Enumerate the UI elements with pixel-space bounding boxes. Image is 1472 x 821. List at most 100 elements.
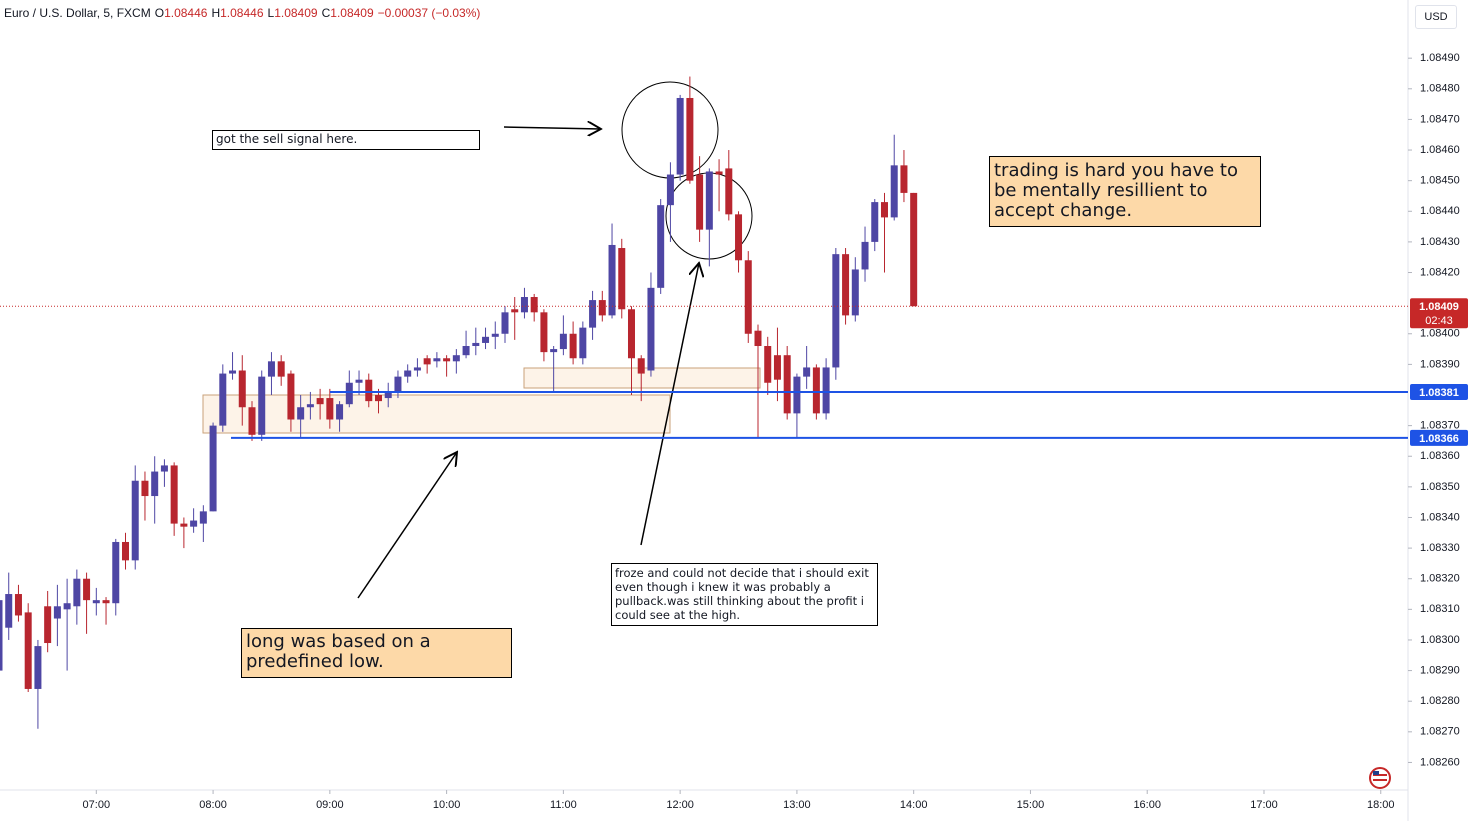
candle-body [851,269,859,316]
candle-body [803,367,811,377]
x-tick-label: 11:00 [550,799,577,811]
candle-body [121,541,129,561]
zone-box [202,394,671,434]
candle-body [24,612,32,689]
ohlc-value: 1.08446 [164,6,208,20]
candle-body [842,254,850,316]
ohlc-value: 1.08409 [330,6,374,20]
candle-body [258,376,266,435]
y-tick-label: 1.08360 [1420,450,1460,462]
arrow [503,127,601,129]
candle-body [5,594,13,628]
y-tick-label: 1.08260 [1420,756,1460,768]
candle-body [832,254,840,368]
candle-body [696,174,704,230]
candle-body [229,370,237,374]
candle-body [725,168,733,215]
ohlc-label: C [321,6,331,20]
y-tick-label: 1.08470 [1420,113,1460,125]
candle-body [287,373,295,420]
candle-body [550,349,558,353]
candle-body [871,202,879,242]
change: −0.00037 (−0.03%) [377,6,481,20]
symbol-header: Euro / U.S. Dollar, 5, FXCM O1.08446 H1.08… [4,6,480,20]
candle-body [764,346,772,383]
candle-body [102,600,110,604]
candle-body [793,376,801,414]
y-tick-label: 1.08320 [1420,573,1460,585]
candle-body [374,395,382,402]
candle-body [705,171,713,230]
candle-body [92,600,100,604]
price-label: 1.08366 [1419,433,1459,445]
x-tick-label: 10:00 [433,799,461,811]
candle-body [44,606,52,644]
countdown: 02:43 [1425,315,1453,327]
ohlc-label: H [211,6,221,20]
ohlc-value: 1.08409 [274,6,318,20]
ohlc-value: 1.08446 [220,6,264,20]
y-tick-label: 1.08390 [1420,358,1460,370]
candle-body [910,192,918,307]
candle-body [491,333,499,337]
candle-body [345,382,353,405]
candle-body [238,370,246,408]
ohlc-label: O [154,6,165,20]
candle-body [783,355,791,414]
candle-body [248,407,256,435]
candle-body [83,578,91,601]
candle-body [812,367,820,414]
y-tick-label: 1.08300 [1420,634,1460,646]
candle-body [326,398,334,420]
x-tick-label: 16:00 [1133,799,1161,811]
y-tick-label: 1.08420 [1420,266,1460,278]
candle-body [14,594,22,616]
candle-body [462,346,470,356]
y-tick-label: 1.08370 [1420,420,1460,432]
candle-body [589,300,597,328]
candle-body [880,202,888,218]
candle-body [452,355,460,362]
candle-body [618,248,626,310]
candle-body [598,300,606,316]
currency-button[interactable]: USD [1415,5,1457,29]
candle-body [404,370,412,377]
candle-body [433,358,441,362]
y-tick-label: 1.08330 [1420,542,1460,554]
candle-body [715,171,723,175]
candle-body [608,244,616,316]
candle-body [627,309,635,359]
candle-body [501,312,509,334]
candle-body [209,425,217,512]
candle-body [365,379,373,402]
x-tick-label: 12:00 [666,799,694,811]
candle-body [0,600,3,671]
candle-body [306,404,314,408]
annotation: long was based on a predefined low. [241,628,512,678]
candle-body [686,97,694,181]
price-label: 1.08381 [1419,387,1459,399]
candle-body [336,404,344,420]
annotation: got the sell signal here. [212,130,480,150]
candle-body [219,373,227,426]
y-tick-label: 1.08290 [1420,664,1460,676]
candle-body [773,355,781,380]
ohlc-label: L [267,6,275,20]
price-label-box [1410,298,1468,329]
candle-body [637,358,645,374]
candle-body [53,606,61,619]
candle-body [73,578,81,607]
y-tick-label: 1.08350 [1420,481,1460,493]
y-tick-label: 1.08310 [1420,603,1460,615]
candle-body [559,333,567,350]
y-tick-label: 1.08340 [1420,511,1460,523]
candle-body [676,97,684,175]
annotation: froze and could not decide that i should… [611,563,878,626]
y-tick-label: 1.08450 [1420,175,1460,187]
candle-body [744,260,752,334]
candle-body [112,541,120,604]
candle-body [297,407,305,420]
price-label-box [1410,429,1468,446]
